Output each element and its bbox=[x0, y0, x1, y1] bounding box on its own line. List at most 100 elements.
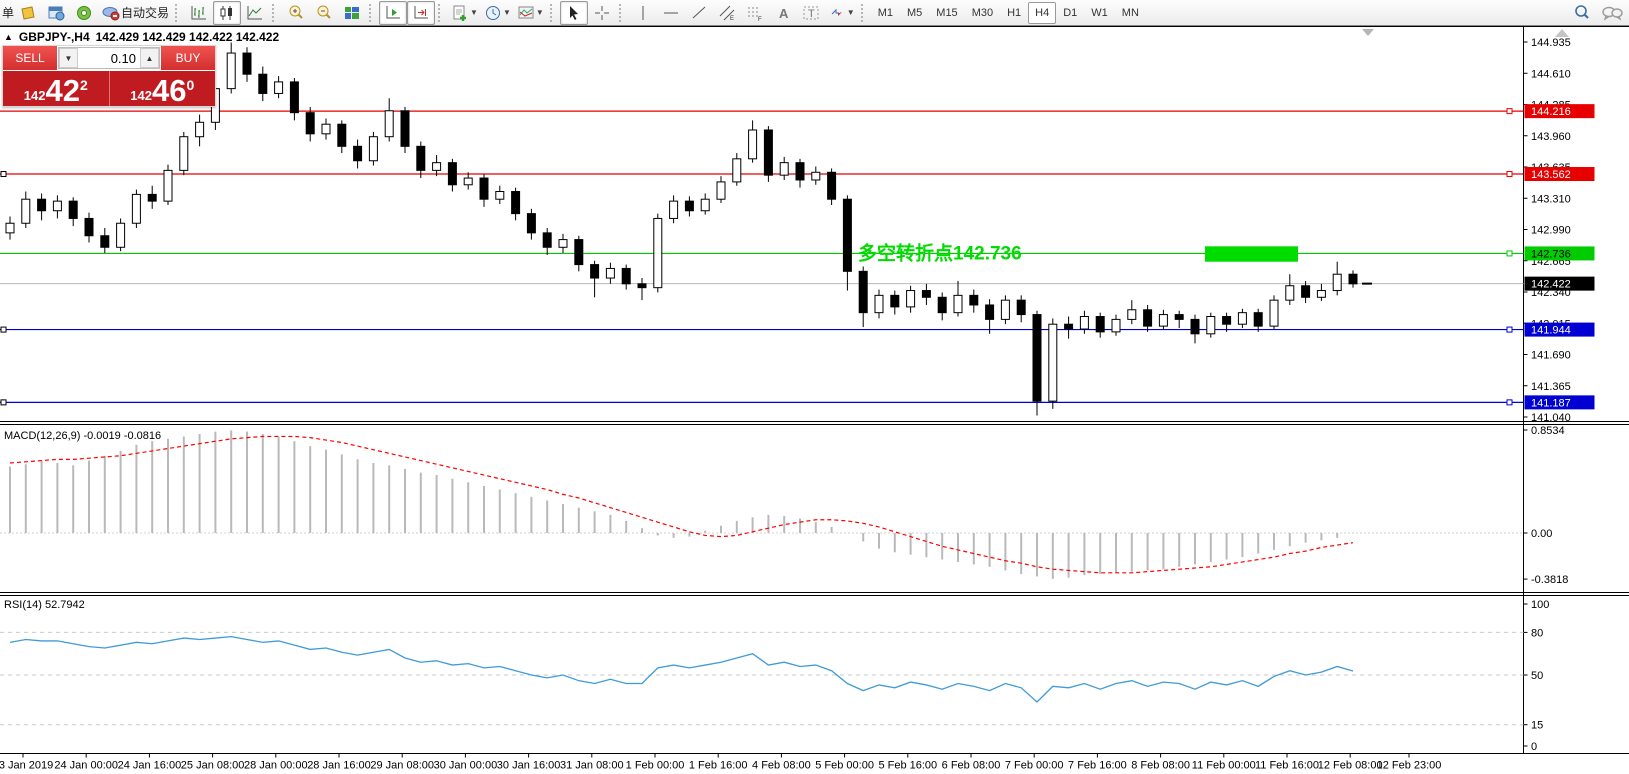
candle-body bbox=[1222, 316, 1232, 325]
periods-button[interactable]: ▼ bbox=[481, 1, 514, 25]
hline-handle[interactable] bbox=[1506, 399, 1513, 406]
timeframe-m5[interactable]: M5 bbox=[907, 6, 923, 19]
level-badge-label: 142.736 bbox=[1531, 248, 1571, 260]
new-order-button[interactable]: 单 bbox=[2, 6, 15, 20]
volume-decrease-button[interactable]: ▼ bbox=[59, 48, 78, 68]
buy-button[interactable]: BUY bbox=[161, 46, 215, 70]
arrows-button[interactable]: ▼ bbox=[825, 1, 858, 25]
text-label-icon: T bbox=[803, 6, 819, 20]
hline-handle[interactable] bbox=[1506, 108, 1513, 115]
time-tick-label: 25 Jan 08:00 bbox=[181, 760, 245, 772]
indicators-dropdown-icon[interactable]: ▼ bbox=[470, 8, 478, 17]
crosshair-button[interactable] bbox=[588, 1, 616, 25]
chart-window[interactable]: 多空转折点142.736 144.935144.610144.285143.960… bbox=[0, 26, 1629, 774]
time-tick-label: 24 Jan 00:00 bbox=[54, 760, 118, 772]
timeframe-m30[interactable]: M30 bbox=[971, 6, 994, 19]
timeframe-h4[interactable]: H4 bbox=[1028, 1, 1057, 24]
chart-shift-button[interactable] bbox=[407, 0, 436, 25]
candle-body bbox=[289, 81, 299, 114]
scroll-top-marker-icon[interactable] bbox=[1555, 29, 1569, 37]
candlestick-chart-button[interactable] bbox=[213, 0, 242, 25]
zoom-in-icon bbox=[289, 5, 303, 19]
main-price-pane[interactable]: 多空转折点142.736 bbox=[0, 29, 1569, 416]
sell-price-display[interactable]: 142 42 2 bbox=[3, 71, 109, 106]
hline-handle[interactable] bbox=[0, 399, 7, 406]
candle-body bbox=[432, 162, 442, 171]
text-label-button[interactable]: T bbox=[797, 1, 825, 25]
templates-button[interactable]: ▼ bbox=[514, 1, 547, 25]
candle-body bbox=[384, 110, 394, 138]
text-tool-button[interactable]: A bbox=[769, 1, 797, 25]
auto-scroll-button[interactable] bbox=[379, 0, 408, 25]
candle-body bbox=[1348, 273, 1358, 285]
timeframe-m15[interactable]: M15 bbox=[936, 6, 958, 19]
candle-body bbox=[732, 158, 742, 183]
candle-body bbox=[131, 193, 141, 224]
toolbar-grip bbox=[272, 3, 279, 22]
rsi-axis-label: 15 bbox=[1531, 720, 1543, 732]
zoom-in-button[interactable] bbox=[282, 1, 310, 25]
autotrading-button[interactable]: 自动交易 bbox=[98, 1, 172, 25]
candle-body bbox=[969, 294, 979, 306]
chart-window-button[interactable] bbox=[14, 1, 42, 25]
volume-input[interactable] bbox=[78, 48, 140, 68]
buy-price-display[interactable]: 142 46 0 bbox=[108, 71, 215, 106]
hline-handle[interactable] bbox=[0, 326, 7, 333]
timeframe-w1[interactable]: W1 bbox=[1091, 6, 1108, 19]
collapse-trade-panel-icon[interactable]: ▲ bbox=[4, 32, 13, 42]
arrows-dropdown-icon[interactable]: ▼ bbox=[846, 8, 855, 17]
vertical-line-button[interactable] bbox=[629, 1, 657, 25]
green-zone-rectangle[interactable] bbox=[1205, 246, 1298, 262]
level-badge bbox=[1524, 167, 1595, 182]
fibonacci-button[interactable]: F bbox=[741, 1, 769, 25]
hline-handle[interactable] bbox=[1506, 326, 1513, 333]
toolbar-grip bbox=[860, 3, 868, 22]
chart-shift-marker-icon[interactable] bbox=[1362, 29, 1374, 36]
connection-button[interactable] bbox=[70, 1, 98, 25]
timeframe-mn[interactable]: MN bbox=[1121, 6, 1139, 19]
template-chart-icon bbox=[518, 6, 534, 18]
timeframe-d1[interactable]: D1 bbox=[1063, 6, 1078, 19]
time-tick-label: 31 Jan 08:00 bbox=[560, 760, 624, 772]
chat-icon[interactable] bbox=[1601, 4, 1623, 22]
equidistant-channel-button[interactable]: E bbox=[713, 1, 741, 25]
profile-button[interactable] bbox=[42, 1, 70, 25]
indicators-button[interactable]: ▼ bbox=[448, 1, 481, 25]
line-chart-button[interactable] bbox=[241, 1, 269, 25]
templates-dropdown-icon[interactable]: ▼ bbox=[535, 8, 544, 17]
candle-body bbox=[400, 110, 410, 147]
price-chart-canvas[interactable]: 多空转折点142.736 144.935144.610144.285143.960… bbox=[0, 26, 1629, 774]
price-tick-label: 142.990 bbox=[1531, 225, 1571, 237]
rsi-pane[interactable]: 100 80 50 15 0 bbox=[0, 599, 1549, 753]
volume-increase-button[interactable]: ▲ bbox=[140, 48, 159, 68]
timeframe-h1[interactable]: H1 bbox=[1007, 6, 1022, 19]
horizontal-line-button[interactable] bbox=[657, 1, 685, 25]
zoom-out-button[interactable] bbox=[310, 1, 338, 25]
price-axis[interactable]: 144.935144.610144.285143.960143.635143.3… bbox=[1523, 37, 1595, 424]
bar-chart-button[interactable] bbox=[185, 1, 213, 25]
candle-body bbox=[590, 264, 600, 279]
timeframe-m1[interactable]: M1 bbox=[877, 6, 893, 19]
candle-body bbox=[1079, 316, 1089, 330]
hline-handle[interactable] bbox=[1506, 250, 1513, 257]
sell-price-pipette: 2 bbox=[79, 77, 88, 93]
search-icon[interactable] bbox=[1573, 4, 1591, 22]
candle-body bbox=[368, 136, 378, 162]
pivot-annotation-text[interactable]: 多空转折点142.736 bbox=[858, 241, 1022, 264]
price-tick-label: 141.365 bbox=[1531, 381, 1571, 393]
trendline-button[interactable] bbox=[685, 1, 713, 25]
sell-button[interactable]: SELL bbox=[3, 46, 57, 70]
macd-pane[interactable]: 0.8534 0.00 -0.3818 bbox=[0, 425, 1568, 586]
hline-handle[interactable] bbox=[0, 171, 7, 178]
hline-handle[interactable] bbox=[1506, 171, 1513, 178]
candle-body bbox=[195, 121, 205, 138]
tile-windows-button[interactable] bbox=[338, 1, 366, 25]
level-badge bbox=[1524, 322, 1595, 337]
horizontal-line-icon bbox=[663, 12, 678, 13]
candle-body bbox=[842, 198, 852, 272]
periods-dropdown-icon[interactable]: ▼ bbox=[502, 8, 511, 17]
cursor-button[interactable] bbox=[559, 0, 588, 25]
candle-body bbox=[653, 217, 663, 289]
